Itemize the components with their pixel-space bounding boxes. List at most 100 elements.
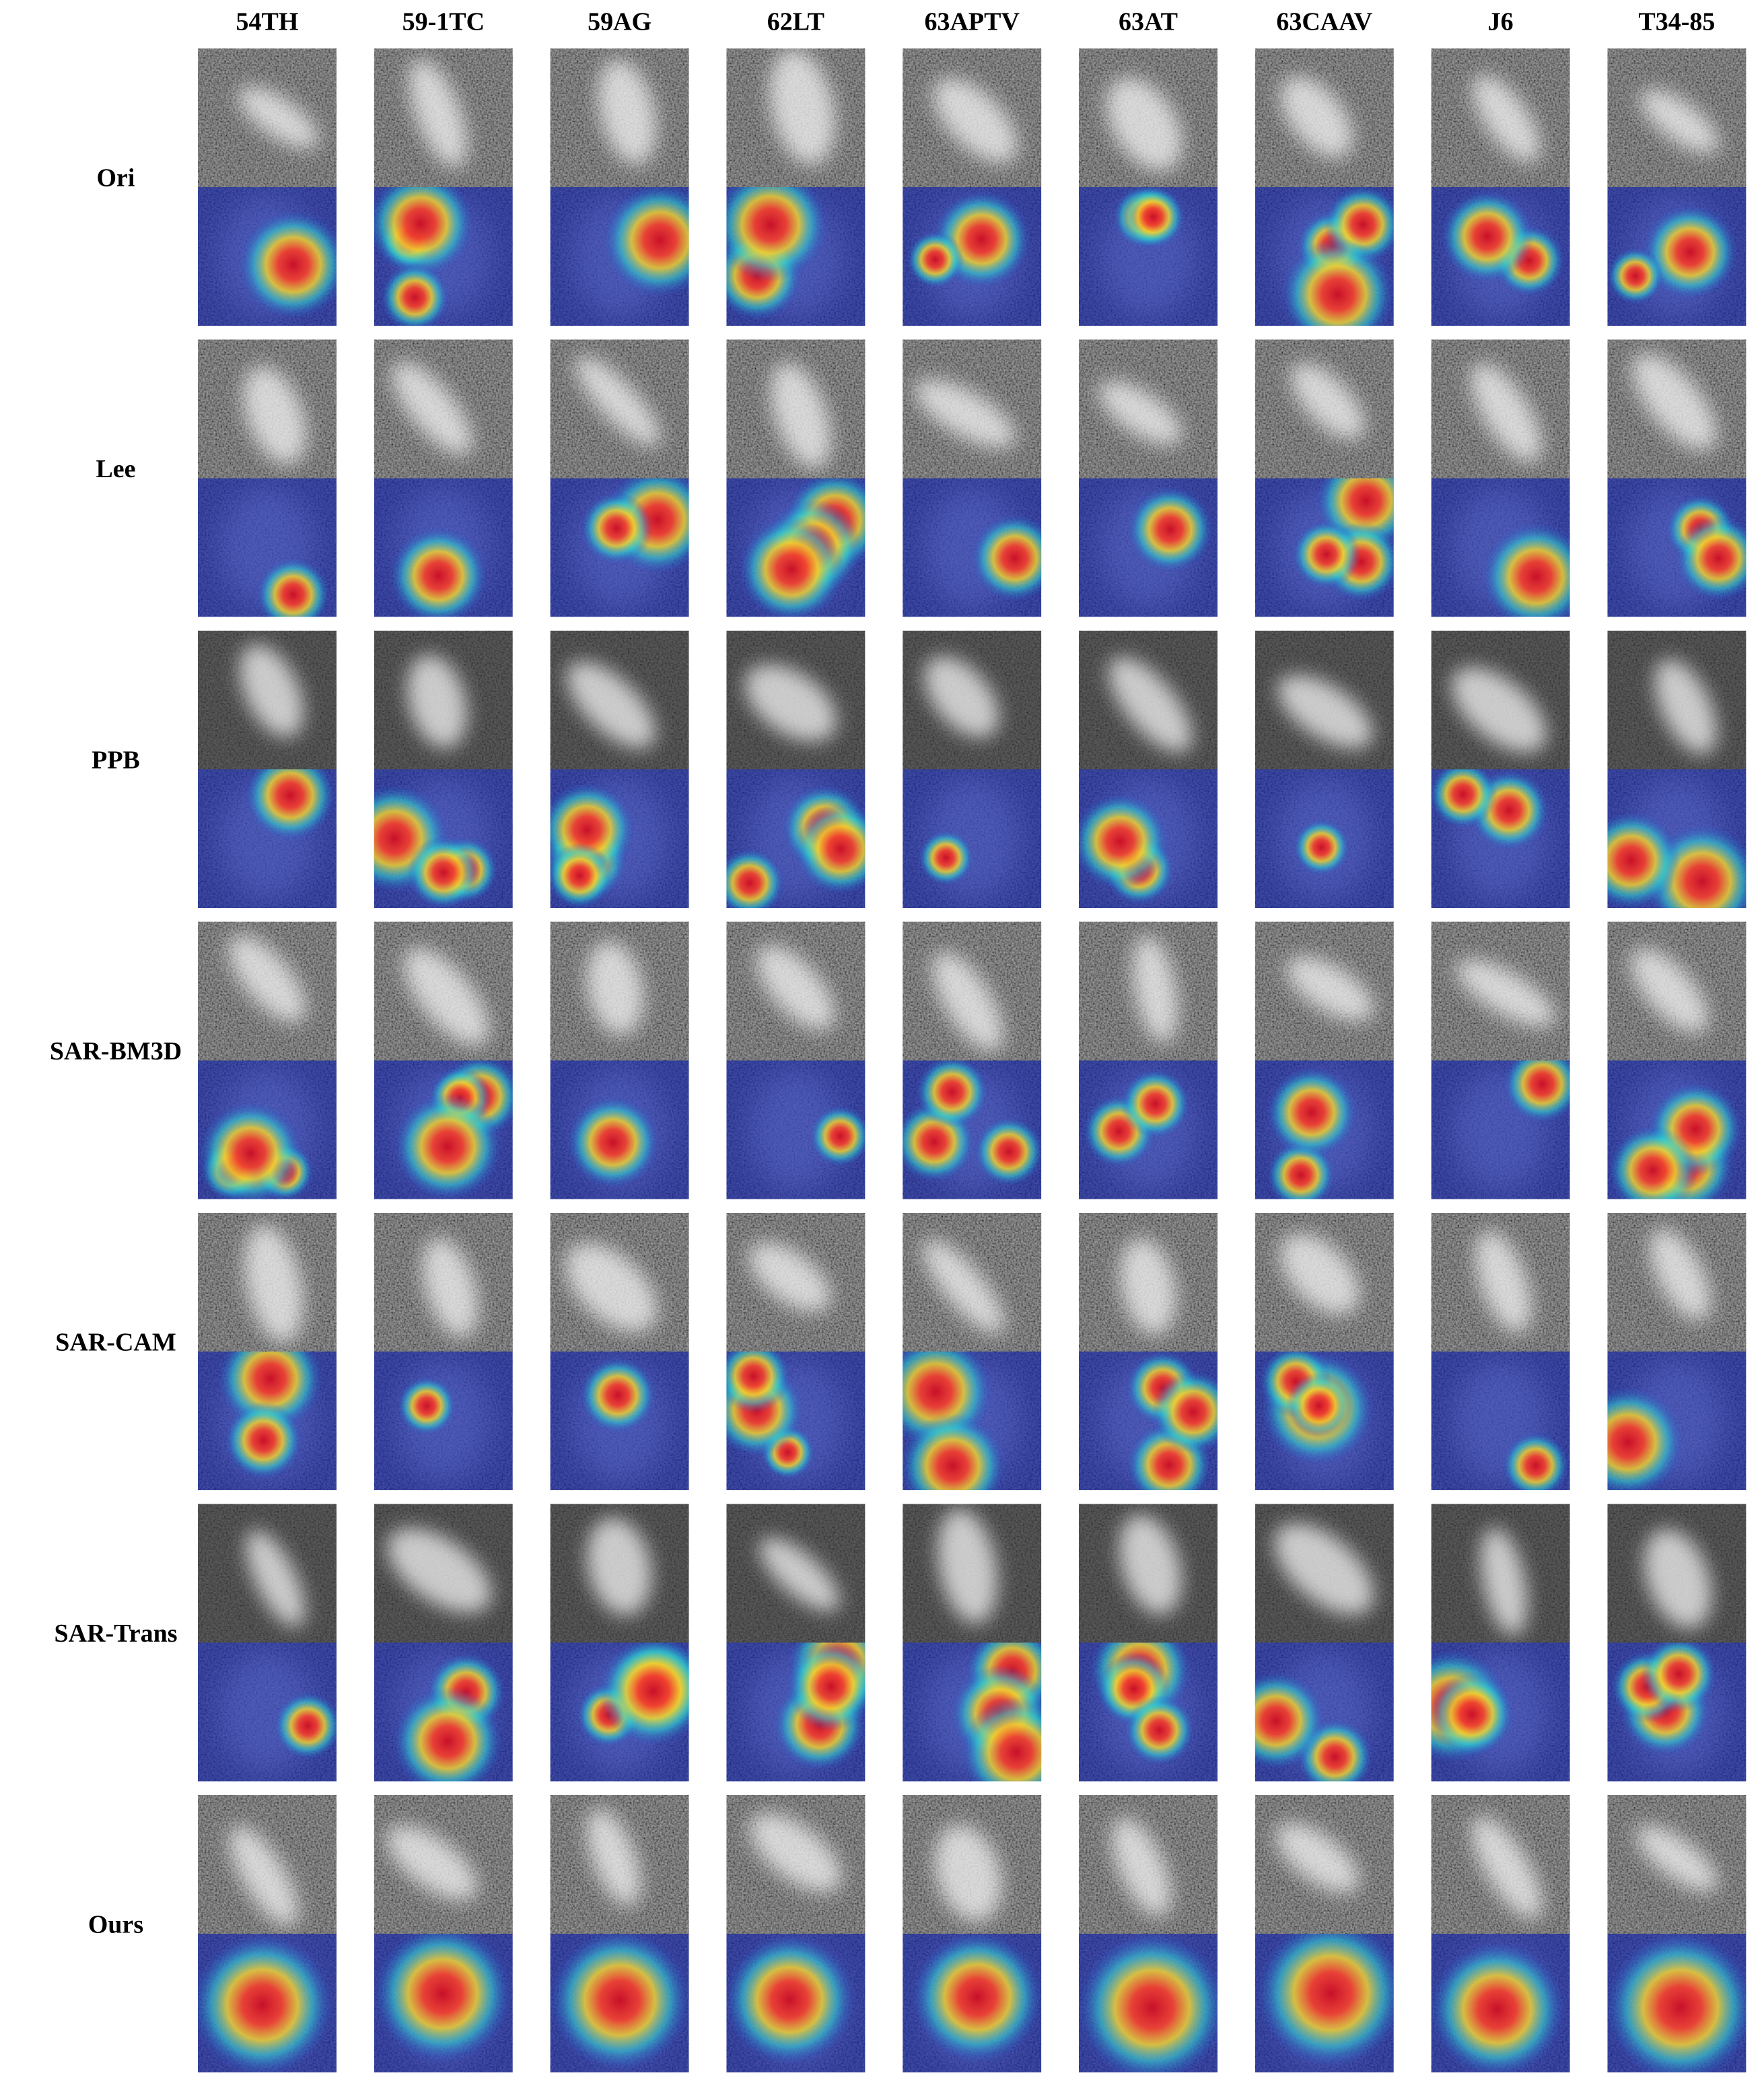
- sar-image: [1431, 339, 1570, 479]
- heatmap: [726, 1060, 866, 1199]
- activation: [1431, 769, 1497, 829]
- activation: [1607, 247, 1664, 305]
- sar-image: [550, 921, 689, 1061]
- sar-image: [1079, 1795, 1218, 1934]
- sar-image: [198, 1504, 337, 1643]
- heatmap: [903, 769, 1042, 908]
- sar-image: [374, 48, 513, 187]
- heatmap: [1431, 1934, 1570, 2072]
- sar-image: [1607, 339, 1747, 479]
- heatmap: [903, 187, 1042, 326]
- heatmap: [1255, 1934, 1394, 2072]
- activation: [916, 1060, 989, 1128]
- sar-image: [1255, 921, 1394, 1061]
- sar-image: [1431, 631, 1570, 769]
- target: [915, 379, 1016, 448]
- heatmap: [1255, 1642, 1394, 1782]
- sar-image: [1607, 631, 1747, 769]
- activation: [1502, 1432, 1569, 1490]
- sar-image: [374, 631, 513, 769]
- sar-image: [903, 1213, 1042, 1352]
- heatmap: [374, 478, 513, 617]
- sar-image: [1255, 1213, 1394, 1352]
- activation: [1482, 522, 1570, 617]
- target: [1480, 1527, 1528, 1636]
- sar-image: [198, 48, 337, 187]
- target: [1654, 659, 1717, 755]
- heatmap: [1255, 769, 1394, 908]
- sar-image: [726, 339, 866, 479]
- heatmap: [1431, 769, 1570, 908]
- activation: [1285, 1372, 1353, 1439]
- heatmap: [1255, 187, 1394, 326]
- target: [392, 361, 473, 456]
- sar-image: [1079, 339, 1218, 479]
- activation: [1122, 187, 1185, 248]
- activation: [726, 848, 784, 908]
- sar-image: [1607, 1213, 1747, 1352]
- activation: [726, 187, 828, 282]
- heatmap: [550, 478, 689, 617]
- target: [756, 944, 835, 1030]
- activation: [567, 1096, 659, 1189]
- target: [1630, 948, 1709, 1033]
- target: [407, 654, 468, 748]
- column-label: T34-85: [1638, 8, 1715, 36]
- activation: [256, 557, 330, 617]
- activation: [1266, 1067, 1357, 1158]
- activation: [274, 1691, 337, 1760]
- target: [1631, 353, 1718, 451]
- target: [1132, 935, 1178, 1044]
- column-label: 59AG: [588, 8, 651, 36]
- activation: [550, 1934, 689, 2071]
- heatmap: [1607, 1642, 1747, 1782]
- target: [769, 48, 836, 166]
- row-label: SAR-BM3D: [50, 1037, 182, 1065]
- heatmap: [1079, 1934, 1218, 2072]
- sar-image: [726, 1213, 866, 1352]
- row-label: Ori: [97, 164, 135, 193]
- heatmap: [903, 1642, 1042, 1782]
- heatmap: [198, 478, 337, 617]
- heatmap: [374, 1934, 513, 2072]
- sar-image: [903, 48, 1042, 187]
- sar-image: [1079, 1213, 1218, 1352]
- sar-image: [1607, 1795, 1747, 1934]
- sar-image: [1255, 48, 1394, 187]
- heatmap: [903, 1352, 1042, 1490]
- sar-image: [374, 339, 513, 479]
- activation: [1293, 819, 1350, 876]
- target: [931, 951, 1003, 1052]
- activation: [795, 802, 866, 895]
- target: [575, 355, 661, 447]
- sar-image: [550, 1795, 689, 1934]
- activation: [974, 1117, 1042, 1187]
- target: [1279, 1233, 1360, 1315]
- heatmap: [374, 1352, 513, 1490]
- heatmap: [726, 1352, 866, 1490]
- activation: [1641, 1642, 1718, 1712]
- heatmap: [198, 769, 337, 908]
- sar-image: [1079, 48, 1218, 187]
- heatmap: [1079, 1060, 1218, 1199]
- heatmap: [1607, 769, 1747, 908]
- sar-image: [1079, 631, 1218, 769]
- heatmap: [198, 1352, 337, 1490]
- row-label: Ours: [88, 1911, 143, 1939]
- target: [1274, 1523, 1374, 1615]
- sar-image: [1079, 921, 1218, 1061]
- activation: [374, 187, 474, 277]
- activation: [1124, 1695, 1195, 1765]
- heatmap: [1255, 478, 1394, 617]
- column-label: 62LT: [767, 8, 824, 36]
- target: [238, 85, 319, 149]
- activation: [1292, 520, 1361, 589]
- activation: [1079, 793, 1168, 890]
- heatmap: [1431, 1352, 1570, 1490]
- target: [567, 661, 656, 748]
- target: [1280, 75, 1353, 159]
- sar-image: [726, 1795, 866, 1934]
- heatmap: [374, 1642, 513, 1782]
- sar-image: [1607, 48, 1747, 187]
